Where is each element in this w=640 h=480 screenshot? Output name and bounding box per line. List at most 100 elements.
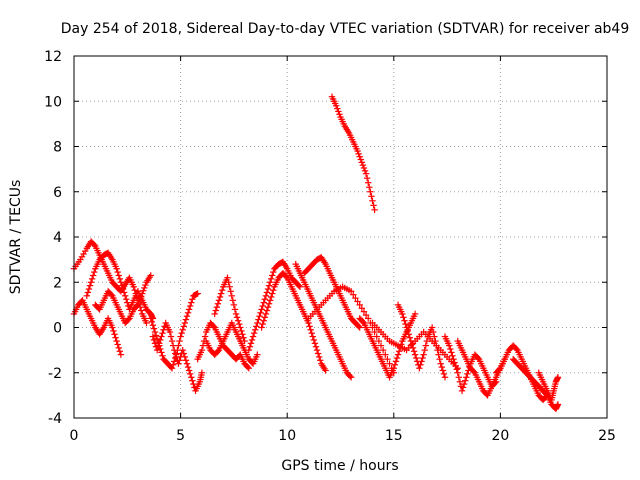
data-point bbox=[184, 363, 192, 371]
data-point bbox=[226, 283, 233, 290]
axis-ticks: 0 5 10 15 20 25 -4 -2 0 2 4 6 8 10 12 bbox=[44, 49, 616, 444]
data-point bbox=[259, 302, 266, 310]
data-point bbox=[260, 299, 267, 306]
data-point bbox=[369, 197, 376, 204]
data-point bbox=[434, 346, 441, 354]
data-point bbox=[355, 323, 362, 330]
data-point bbox=[405, 331, 412, 338]
data-point bbox=[85, 285, 93, 293]
data-point bbox=[254, 319, 261, 327]
data-point bbox=[436, 355, 443, 363]
data-points bbox=[70, 93, 562, 413]
data-point bbox=[135, 298, 143, 306]
data-point bbox=[109, 324, 116, 331]
data-point bbox=[189, 296, 196, 303]
data-point bbox=[245, 346, 253, 354]
data-point bbox=[86, 282, 94, 289]
data-point bbox=[270, 286, 277, 294]
data-point bbox=[399, 310, 406, 318]
data-point bbox=[419, 354, 426, 362]
data-point bbox=[384, 355, 391, 363]
data-point bbox=[336, 111, 343, 118]
y-tick-label: -2 bbox=[48, 366, 62, 382]
data-point bbox=[246, 343, 254, 350]
data-point bbox=[350, 291, 357, 298]
data-point bbox=[241, 337, 248, 345]
data-point bbox=[178, 329, 185, 337]
data-point bbox=[177, 333, 184, 340]
data-point bbox=[248, 336, 256, 344]
data-point bbox=[463, 374, 470, 381]
data-point bbox=[157, 336, 164, 344]
data-point bbox=[159, 329, 166, 337]
y-tick-label: 2 bbox=[53, 275, 62, 291]
data-point bbox=[225, 279, 232, 286]
data-point bbox=[252, 326, 259, 333]
data-point bbox=[112, 334, 119, 341]
data-point bbox=[470, 368, 477, 375]
data-point bbox=[269, 272, 276, 279]
data-point bbox=[371, 206, 378, 214]
data-point bbox=[182, 316, 190, 323]
data-point bbox=[119, 285, 127, 293]
data-point bbox=[418, 358, 425, 365]
data-point bbox=[123, 296, 130, 303]
data-point bbox=[125, 316, 132, 323]
data-point bbox=[141, 284, 148, 292]
data-point bbox=[217, 290, 225, 297]
data-point bbox=[402, 320, 409, 328]
data-point bbox=[249, 333, 257, 340]
data-point bbox=[88, 275, 96, 283]
data-point bbox=[114, 268, 121, 276]
data-point bbox=[254, 351, 261, 358]
data-point bbox=[261, 296, 269, 303]
y-axis-label: SDTVAR / TECUs bbox=[8, 180, 24, 295]
data-point bbox=[152, 332, 160, 339]
data-point bbox=[367, 188, 374, 195]
data-point bbox=[453, 366, 460, 373]
data-point bbox=[263, 289, 271, 296]
data-point bbox=[153, 346, 161, 354]
data-point bbox=[355, 150, 362, 158]
data-point bbox=[214, 300, 222, 307]
data-point bbox=[390, 365, 397, 372]
data-point bbox=[455, 374, 463, 381]
data-point bbox=[175, 360, 182, 367]
data-point bbox=[139, 290, 146, 297]
data-point bbox=[186, 302, 194, 310]
data-point bbox=[184, 309, 192, 316]
data-point bbox=[194, 290, 201, 297]
data-point bbox=[379, 346, 387, 354]
data-point bbox=[451, 359, 458, 366]
data-point bbox=[218, 286, 226, 294]
data-point bbox=[439, 367, 447, 374]
data-point bbox=[315, 353, 323, 361]
data-point bbox=[110, 327, 117, 335]
data-point bbox=[406, 334, 413, 341]
y-tick-label: 12 bbox=[44, 49, 62, 65]
data-point bbox=[237, 324, 244, 331]
data-point bbox=[185, 367, 193, 374]
data-point bbox=[416, 365, 423, 372]
data-point bbox=[171, 358, 178, 365]
data-point bbox=[136, 296, 144, 303]
data-point bbox=[317, 357, 324, 364]
data-point bbox=[212, 307, 219, 314]
data-point bbox=[312, 343, 320, 350]
data-point bbox=[158, 333, 165, 340]
data-point bbox=[259, 320, 266, 328]
data-point bbox=[91, 241, 98, 249]
data-point bbox=[407, 337, 415, 345]
data-point bbox=[362, 170, 370, 177]
data-point bbox=[186, 370, 194, 378]
data-point bbox=[115, 344, 122, 352]
data-point bbox=[150, 325, 158, 332]
data-point bbox=[265, 300, 273, 307]
data-point bbox=[188, 374, 195, 381]
x-tick-label: 5 bbox=[176, 428, 185, 444]
data-point bbox=[264, 303, 272, 311]
data-point bbox=[417, 361, 424, 369]
data-point bbox=[411, 351, 419, 358]
data-point bbox=[130, 283, 137, 290]
data-point bbox=[153, 335, 161, 343]
